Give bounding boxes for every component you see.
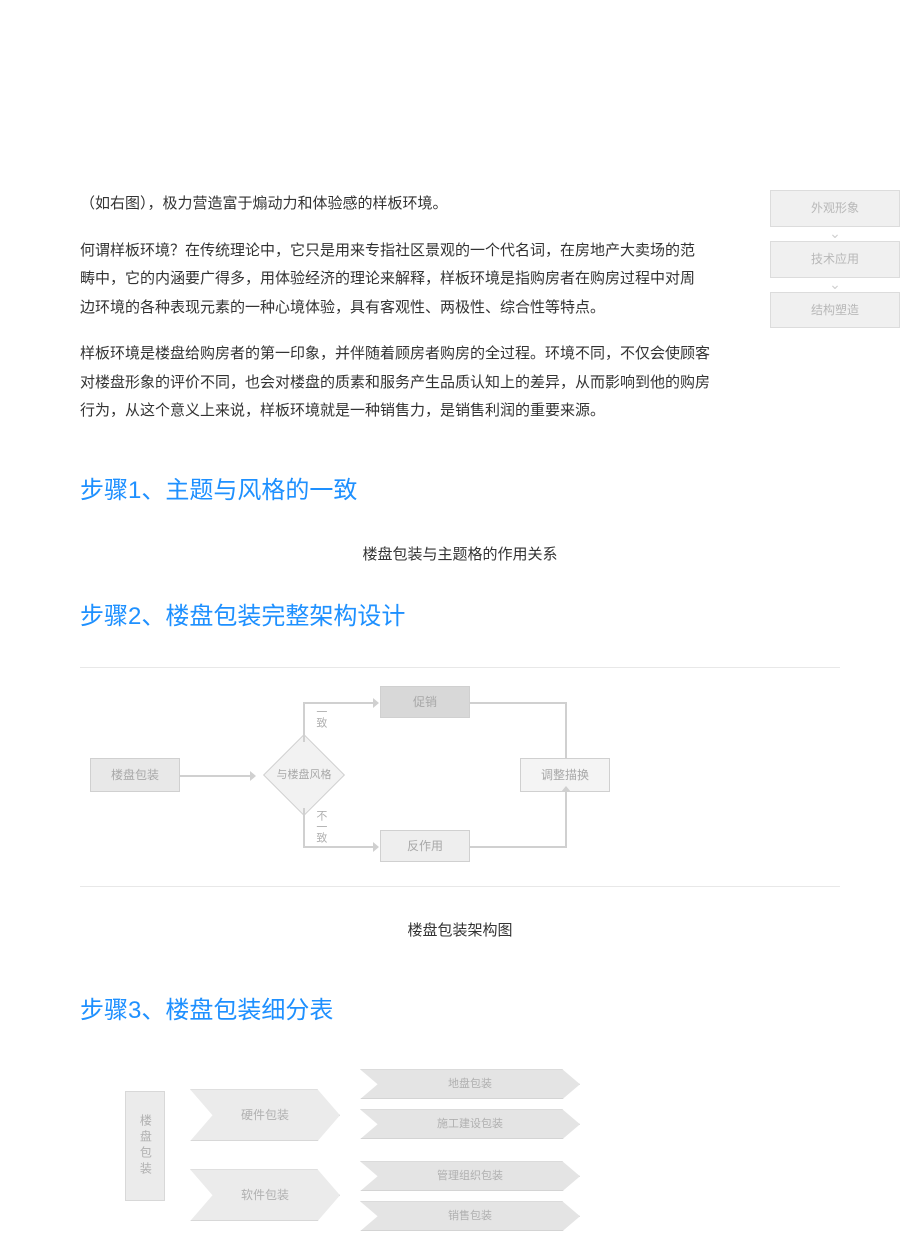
heading-step2: 步骤2、楼盘包装完整架构设计 xyxy=(80,594,840,640)
fc-edge-up-h xyxy=(303,702,373,704)
side-box-3: 结构塑造 xyxy=(770,292,900,329)
fc-node-top: 促销 xyxy=(380,686,470,718)
tree-root: 楼盘包装 xyxy=(125,1091,165,1201)
fc-decision-label: 与楼盘风格 xyxy=(277,765,332,786)
side-box-2: 技术应用 xyxy=(770,241,900,278)
caption-2: 楼盘包装架构图 xyxy=(80,917,840,946)
side-box-1: 外观形象 xyxy=(770,190,900,227)
flowchart-diagram: 楼盘包装 与楼盘风格 一致 促销 不一致 反作用 调整描换 xyxy=(80,667,840,887)
tree-mid-2: 软件包装 xyxy=(190,1169,340,1221)
paragraph-1: （如右图），极力营造富于煽动力和体验感的样板环境。 xyxy=(80,190,700,219)
tree-leaf-1: 地盘包装 xyxy=(360,1069,580,1099)
fc-edge-up-v xyxy=(303,702,305,742)
fc-label-no: 不一致 xyxy=(310,810,331,843)
fc-edge-tr-h xyxy=(470,702,565,704)
fc-node-start: 楼盘包装 xyxy=(90,758,180,792)
tree-leaf-2: 施工建设包装 xyxy=(360,1109,580,1139)
side-vertical-diagram: 外观形象 ⌄ 技术应用 ⌄ 结构塑造 xyxy=(770,190,900,334)
paragraph-2: 何谓样板环境？在传统理论中，它只是用来专指社区景观的一个代名词，在房地产大卖场的… xyxy=(80,237,700,323)
fc-node-decision: 与楼盘风格 xyxy=(263,734,345,816)
fc-node-bottom: 反作用 xyxy=(380,830,470,862)
side-arrow-1: ⌄ xyxy=(770,229,900,237)
tree-diagram: 楼盘包装 硬件包装 软件包装 地盘包装 施工建设包装 管理组织包装 销售包装 xyxy=(80,1061,840,1241)
heading-step1: 步骤1、主题与风格的一致 xyxy=(80,468,840,514)
tree-leaf-3: 管理组织包装 xyxy=(360,1161,580,1191)
fc-edge-br-h xyxy=(470,846,565,848)
caption-1: 楼盘包装与主题格的作用关系 xyxy=(80,541,840,570)
paragraph-3: 样板环境是楼盘给购房者的第一印象，并伴随着顾房者购房的全过程。环境不同，不仅会使… xyxy=(80,340,720,426)
heading-step3: 步骤3、楼盘包装细分表 xyxy=(80,988,840,1034)
fc-edge-br-v xyxy=(565,792,567,848)
document-body: 外观形象 ⌄ 技术应用 ⌄ 结构塑造 （如右图），极力营造富于煽动力和体验感的样… xyxy=(80,190,840,1241)
side-arrow-2: ⌄ xyxy=(770,280,900,288)
tree-leaf-4: 销售包装 xyxy=(360,1201,580,1231)
tree-mid-1: 硬件包装 xyxy=(190,1089,340,1141)
fc-edge-1 xyxy=(180,775,250,777)
fc-edge-down-v xyxy=(303,808,305,846)
fc-label-yes: 一致 xyxy=(310,706,331,728)
fc-edge-tr-v xyxy=(565,702,567,758)
fc-edge-down-h xyxy=(303,846,373,848)
